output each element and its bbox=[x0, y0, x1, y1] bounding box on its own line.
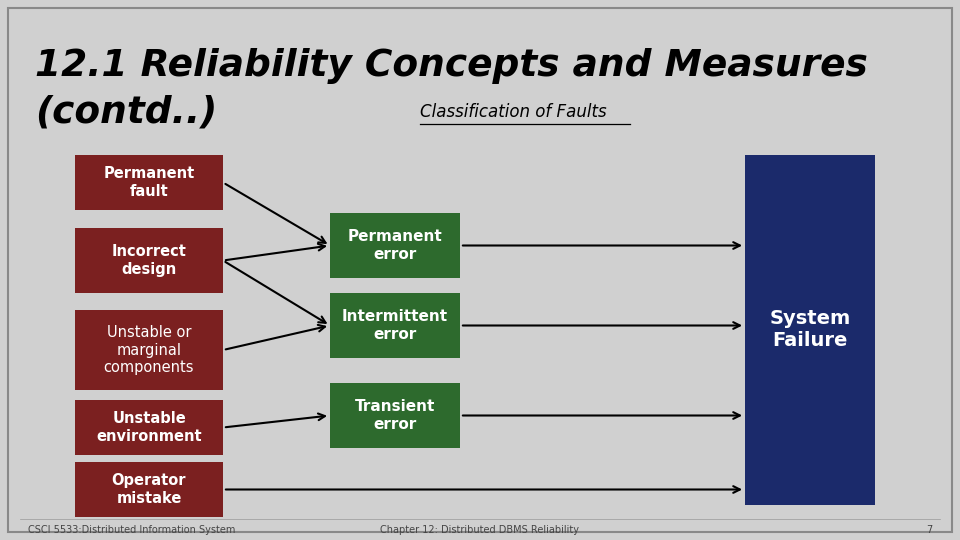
FancyBboxPatch shape bbox=[8, 8, 952, 532]
Text: Permanent
error: Permanent error bbox=[348, 230, 443, 262]
Text: System
Failure: System Failure bbox=[769, 309, 851, 350]
Text: Intermittent
error: Intermittent error bbox=[342, 309, 448, 342]
FancyBboxPatch shape bbox=[330, 293, 460, 358]
FancyBboxPatch shape bbox=[75, 155, 223, 210]
Text: (contd..): (contd..) bbox=[35, 95, 217, 131]
Text: Unstable
environment: Unstable environment bbox=[96, 411, 202, 444]
Text: Chapter 12: Distributed DBMS Reliability: Chapter 12: Distributed DBMS Reliability bbox=[380, 525, 580, 535]
FancyBboxPatch shape bbox=[75, 462, 223, 517]
Text: Transient
error: Transient error bbox=[355, 399, 435, 431]
Text: Permanent
fault: Permanent fault bbox=[104, 166, 195, 199]
Text: 7: 7 bbox=[925, 525, 932, 535]
Text: 12.1 Reliability Concepts and Measures: 12.1 Reliability Concepts and Measures bbox=[35, 48, 868, 84]
Text: CSCI 5533:Distributed Information System: CSCI 5533:Distributed Information System bbox=[28, 525, 235, 535]
Text: Unstable or
marginal
components: Unstable or marginal components bbox=[104, 325, 194, 375]
FancyBboxPatch shape bbox=[75, 400, 223, 455]
Text: Classification of Faults: Classification of Faults bbox=[420, 103, 607, 121]
FancyBboxPatch shape bbox=[75, 310, 223, 390]
FancyBboxPatch shape bbox=[75, 228, 223, 293]
FancyBboxPatch shape bbox=[330, 213, 460, 278]
FancyBboxPatch shape bbox=[330, 383, 460, 448]
Text: Incorrect
design: Incorrect design bbox=[111, 244, 186, 276]
FancyBboxPatch shape bbox=[745, 155, 875, 505]
Text: Operator
mistake: Operator mistake bbox=[111, 473, 186, 505]
